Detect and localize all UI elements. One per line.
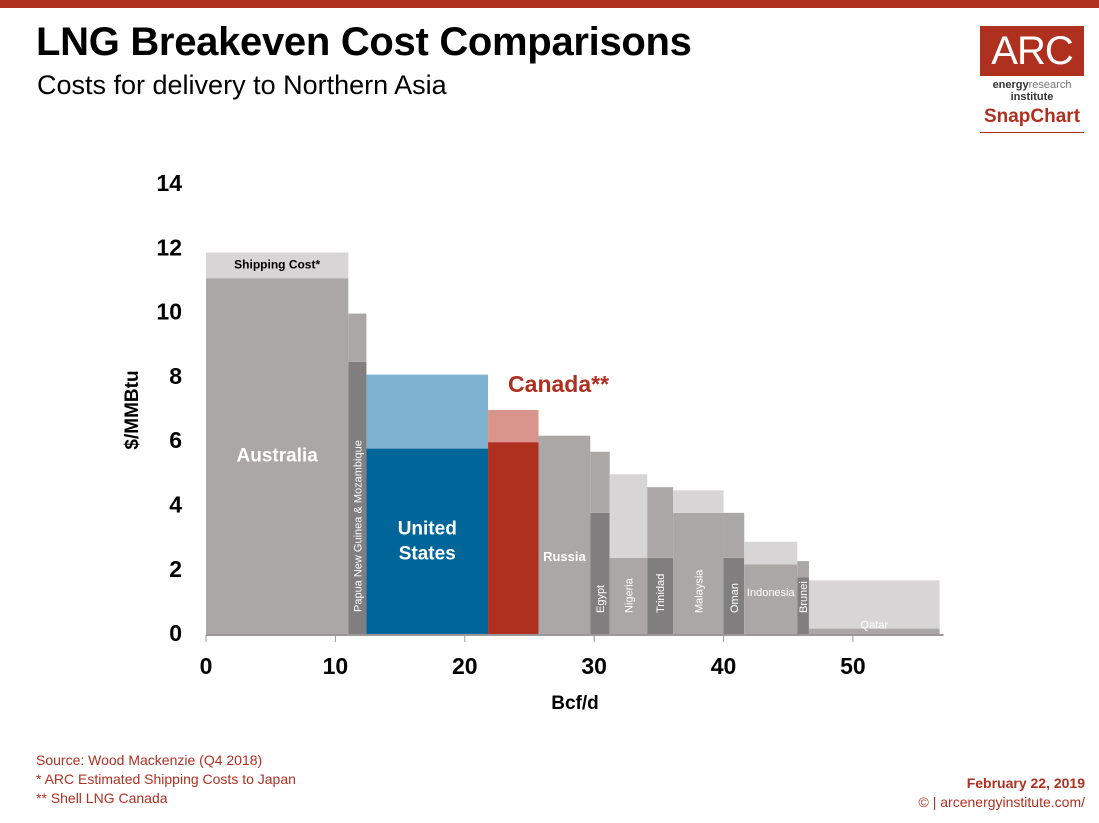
bar-shipping-united-states (366, 374, 489, 449)
x-tick-label-30: 30 (581, 653, 607, 679)
logo-line-energy-research: energyresearch (978, 79, 1086, 91)
bar-shipping-nigeria (609, 474, 648, 558)
bar-base-papua-new-guinea-mozambique (348, 361, 367, 635)
y-tick-label-10: 10 (156, 299, 182, 325)
y-tick-label-4: 4 (169, 492, 182, 518)
bar-label-oman: Oman (729, 583, 741, 613)
footer-right: February 22, 2019 © | arcenergyinstitute… (919, 774, 1085, 812)
chart-title: LNG Breakeven Cost Comparisons (36, 20, 692, 64)
y-tick-label-6: 6 (169, 427, 182, 453)
footnotes: Source: Wood Mackenzie (Q4 2018) * ARC E… (36, 751, 296, 808)
y-tick-label-14: 14 (156, 170, 182, 196)
bar-base-qatar (808, 628, 940, 635)
bar-base-russia (538, 435, 591, 635)
bar-shipping-indonesia (744, 541, 798, 565)
bar-label-egypt: Egypt (595, 585, 607, 613)
x-axis-label: Bcf/d (551, 693, 599, 714)
bar-base-egypt (590, 512, 610, 635)
bar-label-australia: Australia (237, 446, 319, 467)
bar-shipping-qatar (808, 580, 940, 629)
logo-research: research (1028, 79, 1072, 91)
chart-subtitle: Costs for delivery to Northern Asia (37, 70, 447, 100)
bar-base-australia (206, 278, 349, 635)
canada-note: ** Shell LNG Canada (36, 790, 168, 806)
x-tick-label-40: 40 (711, 653, 737, 679)
bar-label-brunei: Brunei (798, 581, 810, 613)
bar-label-malaysia: Malaysia (693, 569, 705, 613)
y-tick-label-0: 0 (169, 620, 182, 646)
bar-shipping-canada (488, 410, 539, 443)
shipping-cost-label: Shipping Cost* (234, 258, 320, 272)
bar-base-canada (488, 442, 539, 635)
x-tick-label-20: 20 (452, 653, 478, 679)
bar-label-united-states-1: United (398, 518, 457, 539)
logo-line-institute: institute (1010, 91, 1054, 103)
bar-base-united-states (366, 448, 489, 635)
bar-base-oman (723, 557, 745, 635)
bar-shipping-malaysia (673, 490, 724, 513)
bar-label-russia: Russia (543, 549, 586, 564)
bar-base-indonesia (744, 564, 798, 635)
bar-label-nigeria: Nigeria (623, 577, 635, 613)
logo-energy: energy (992, 79, 1029, 91)
publish-date: February 22, 2019 (966, 775, 1085, 791)
arc-logo: ARC energyresearch institute SnapChart (978, 26, 1086, 136)
logo-snapchart: SnapChart (983, 106, 1081, 127)
logo-box: ARC (980, 26, 1084, 76)
y-axis-label: $/MMBtu (122, 370, 143, 449)
shipping-note: * ARC Estimated Shipping Costs to Japan (36, 771, 296, 787)
bar-shipping-trinidad (647, 487, 674, 558)
bar-base-malaysia (673, 512, 724, 635)
bar-shipping-oman (723, 512, 745, 558)
bar-shipping-egypt (590, 451, 610, 513)
bar-label-papua-new-guinea-mozambique: Papua New Guinea & Mozambique (352, 440, 364, 612)
canada-highlight-label: Canada** (508, 371, 609, 397)
bar-shipping-australia (206, 252, 349, 279)
x-tick-label-0: 0 (200, 653, 213, 679)
copyright: © | arcenergyinstitute.com/ (918, 794, 1085, 810)
top-accent-bar (0, 0, 1099, 8)
bar-base-nigeria (609, 557, 648, 635)
bar-base-brunei (797, 577, 809, 635)
x-tick-label-50: 50 (840, 653, 866, 679)
y-tick-label-2: 2 (169, 556, 182, 582)
bar-shipping-brunei (797, 561, 809, 578)
bar-label-indonesia: Indonesia (747, 587, 796, 599)
bar-label-trinidad: Trinidad (655, 574, 667, 613)
bar-shipping-papua-new-guinea-mozambique (348, 313, 367, 362)
logo-rule (980, 132, 1084, 133)
bar-label-qatar: Qatar (861, 619, 889, 631)
bar-base-trinidad (647, 557, 674, 635)
source-note: Source: Wood Mackenzie (Q4 2018) (36, 752, 263, 768)
bar-label-united-states-2: States (399, 543, 456, 564)
x-tick-label-10: 10 (323, 653, 349, 679)
y-tick-label-8: 8 (169, 363, 182, 389)
y-tick-label-12: 12 (156, 234, 182, 260)
